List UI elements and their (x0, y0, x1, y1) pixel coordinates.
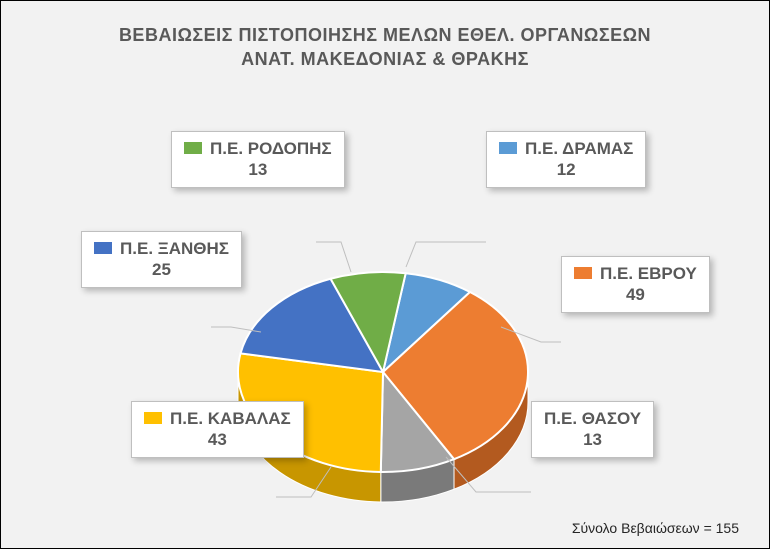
slice-value: 12 (499, 159, 633, 180)
slice-value: 43 (144, 429, 291, 450)
slice-name: Π.Ε. ΘΑΣΟΥ (544, 409, 641, 428)
title-line-1: ΒΕΒΑΙΩΣΕΙΣ ΠΙΣΤΟΠΟΙΗΣΗΣ ΜΕΛΩΝ ΕΘΕΛ. ΟΡΓΑ… (119, 25, 651, 45)
data-label: Π.Ε. ΞΑΝΘΗΣ25 (81, 231, 242, 288)
data-label: Π.Ε. ΡΟΔΟΠΗΣ13 (171, 131, 345, 188)
slice-name: Π.Ε. ΚΑΒΑΛΑΣ (170, 409, 291, 428)
footer-total: Σύνολο Βεβαιώσεων = 155 (572, 520, 739, 536)
chart-frame: ΒΕΒΑΙΩΣΕΙΣ ΠΙΣΤΟΠΟΙΗΣΗΣ ΜΕΛΩΝ ΕΘΕΛ. ΟΡΓΑ… (0, 0, 770, 549)
slice-value: 13 (544, 429, 641, 450)
legend-swatch (94, 242, 112, 254)
data-label: Π.Ε. ΕΒΡΟΥ49 (561, 256, 710, 313)
slice-value: 49 (574, 284, 697, 305)
data-label: Π.Ε. ΔΡΑΜΑΣ12 (486, 131, 646, 188)
leader-line (406, 242, 486, 267)
slice-value: 13 (184, 159, 332, 180)
legend-swatch (184, 142, 202, 154)
legend-swatch (144, 412, 162, 424)
legend-swatch (499, 142, 517, 154)
data-label: Π.Ε. ΚΑΒΑΛΑΣ43 (131, 401, 304, 458)
data-label: Π.Ε. ΘΑΣΟΥ13 (531, 401, 654, 458)
slice-name: Π.Ε. ΡΟΔΟΠΗΣ (210, 139, 332, 158)
legend-swatch (574, 267, 592, 279)
slice-name: Π.Ε. ΔΡΑΜΑΣ (525, 139, 633, 158)
slice-value: 25 (94, 259, 229, 280)
leader-line (316, 242, 351, 272)
chart-title: ΒΕΒΑΙΩΣΕΙΣ ΠΙΣΤΟΠΟΙΗΣΗΣ ΜΕΛΩΝ ΕΘΕΛ. ΟΡΓΑ… (1, 1, 769, 72)
slice-name: Π.Ε. ΞΑΝΘΗΣ (120, 239, 229, 258)
slice-name: Π.Ε. ΕΒΡΟΥ (600, 264, 697, 283)
title-line-2: ΑΝΑΤ. ΜΑΚΕΔΟΝΙΑΣ & ΘΡΑΚΗΣ (241, 49, 529, 69)
